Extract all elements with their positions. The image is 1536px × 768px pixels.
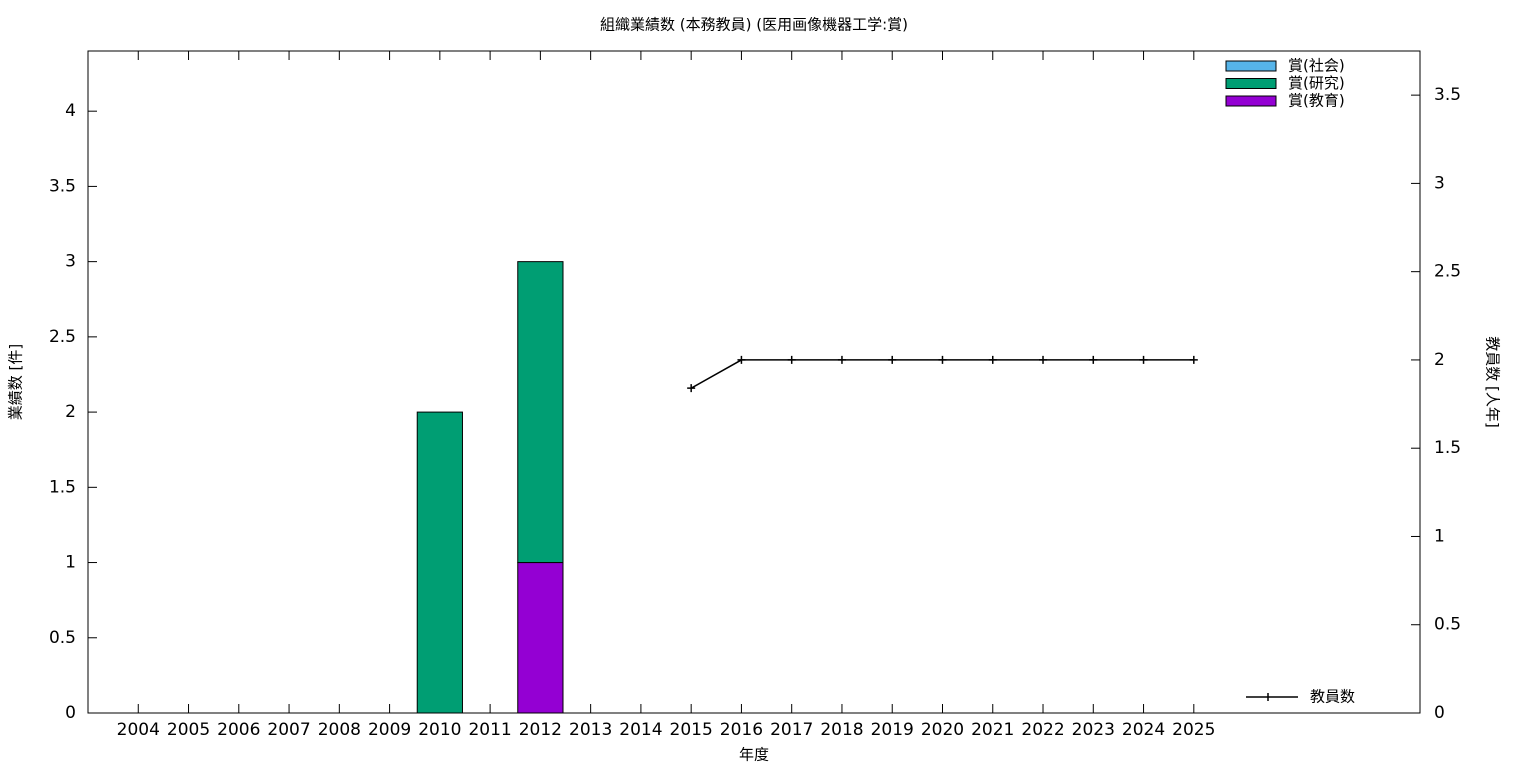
y-tick-label: 0.5 xyxy=(49,628,76,648)
chart-title: 組織業績数 (本務教員) (医用画像機器工学:賞) xyxy=(600,16,908,34)
x-tick-label: 2017 xyxy=(770,720,813,740)
point xyxy=(1139,355,1148,364)
point xyxy=(837,355,846,364)
x-tick-label: 2006 xyxy=(217,720,260,740)
y-tick-label: 1.5 xyxy=(49,477,76,497)
x-tick-label: 2018 xyxy=(820,720,863,740)
x-tick-label: 2023 xyxy=(1072,720,1115,740)
x-tick-label: 2008 xyxy=(318,720,361,740)
y2-tick-label: 3.5 xyxy=(1434,85,1461,105)
legend-label: 賞(教育) xyxy=(1288,92,1345,110)
x-axis-label: 年度 xyxy=(739,746,769,764)
point xyxy=(938,355,947,364)
x-tick-label: 2014 xyxy=(619,720,662,740)
x-tick-label: 2015 xyxy=(670,720,713,740)
y-tick-label: 4 xyxy=(65,101,76,121)
x-tick-label: 2004 xyxy=(117,720,160,740)
bar xyxy=(416,411,463,714)
y-tick-label: 3.5 xyxy=(49,176,76,196)
y2-tick-label: 1 xyxy=(1434,526,1445,546)
x-tick-label: 2021 xyxy=(971,720,1014,740)
point xyxy=(1039,355,1048,364)
y2-tick-label: 2 xyxy=(1434,350,1445,370)
y2-tick-label: 0.5 xyxy=(1434,615,1461,635)
point xyxy=(737,355,746,364)
y-tick-label: 2 xyxy=(65,402,76,422)
x-tick-label: 2011 xyxy=(468,720,511,740)
x-tick-label: 2016 xyxy=(720,720,763,740)
y-tick-label: 3 xyxy=(65,252,76,272)
legend-label: 教員数 xyxy=(1310,688,1355,706)
y2-tick-label: 2.5 xyxy=(1434,262,1461,282)
point xyxy=(988,355,997,364)
point xyxy=(888,355,897,364)
x-tick-label: 2022 xyxy=(1021,720,1064,740)
y-axis-label: 業績数 [件] xyxy=(7,344,25,420)
point xyxy=(1089,355,1098,364)
plot-frame xyxy=(87,50,1421,714)
point xyxy=(787,355,796,364)
bar xyxy=(517,562,564,714)
y-tick-label: 0 xyxy=(65,703,76,723)
legend-swatch xyxy=(1225,78,1277,89)
x-tick-label: 2013 xyxy=(569,720,612,740)
legend-swatch xyxy=(1225,60,1277,72)
x-tick-label: 2010 xyxy=(418,720,461,740)
point xyxy=(1189,355,1198,364)
y-tick-label: 2.5 xyxy=(49,327,76,347)
legend-swatch xyxy=(1225,95,1277,107)
x-tick-label: 2025 xyxy=(1172,720,1215,740)
legend-label: 賞(研究) xyxy=(1288,74,1345,92)
y2-tick-label: 3 xyxy=(1434,173,1445,193)
bar xyxy=(517,261,564,564)
y2-axis-label: 教員数 [人年] xyxy=(1484,336,1502,427)
x-tick-label: 2009 xyxy=(368,720,411,740)
y-tick-label: 1 xyxy=(65,553,76,573)
x-tick-label: 2020 xyxy=(921,720,964,740)
x-tick-label: 2005 xyxy=(167,720,210,740)
legend-label: 賞(社会) xyxy=(1288,57,1345,75)
x-tick-label: 2007 xyxy=(267,720,310,740)
x-tick-label: 2024 xyxy=(1122,720,1165,740)
point xyxy=(687,384,696,393)
y2-tick-label: 0 xyxy=(1434,703,1445,723)
y2-tick-label: 1.5 xyxy=(1434,438,1461,458)
x-tick-label: 2019 xyxy=(871,720,914,740)
x-tick-label: 2012 xyxy=(519,720,562,740)
